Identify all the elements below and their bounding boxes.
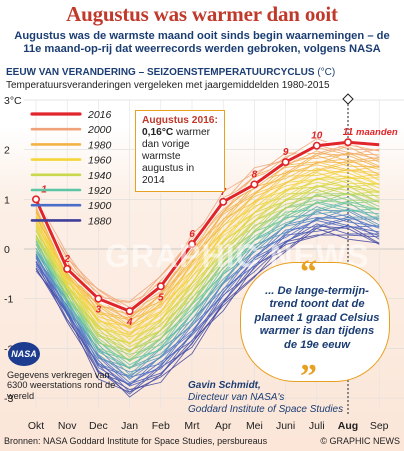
series-2016-point	[219, 197, 228, 206]
quote-open-icon: “	[300, 254, 317, 291]
nasa-logo: NASA	[8, 342, 40, 366]
page-title: Augustus was warmer dan ooit	[66, 2, 338, 26]
y-tick-label: 3°C	[4, 95, 22, 107]
series-2016-line	[34, 140, 380, 313]
series-2016-label: 4	[126, 317, 133, 328]
series-2016: 1234567891011maanden	[31, 127, 398, 328]
series-2016-label: 5	[158, 292, 164, 303]
x-tick-label: Sep	[370, 420, 389, 432]
y-tick-label: -3	[4, 393, 13, 405]
series-2016-label: 10	[311, 131, 323, 142]
series-2016-label: 2	[63, 254, 70, 265]
legend-label: 1880	[88, 215, 112, 227]
august-marker-diamond	[342, 93, 354, 105]
historical-line	[35, 138, 380, 302]
quote-text: ... De lange-termijn-trend toont dat de …	[254, 285, 380, 351]
x-tick-label: Dec	[89, 420, 108, 432]
page-subtitle: Augustus was de warmste maand ooit sinds…	[14, 30, 390, 55]
legend-label: 1920	[88, 185, 112, 197]
series-2016-label: 8	[252, 169, 258, 180]
series-2016-point	[250, 180, 259, 189]
y-tick-label: -1	[4, 294, 13, 306]
historical-line	[35, 184, 380, 348]
footer-sources: Bronnen: NASA Goddard Institute for Spac…	[4, 436, 268, 446]
footer-credit: © GRAPHIC NEWS	[320, 436, 400, 446]
series-2016-point	[281, 158, 290, 167]
historical-line	[35, 179, 380, 353]
x-tick-label: Feb	[152, 420, 170, 432]
legend-label: 1940	[88, 170, 112, 182]
series-2016-label: 9	[283, 147, 289, 158]
footer: Bronnen: NASA Goddard Institute for Spac…	[4, 436, 400, 446]
legend-label: 1900	[88, 200, 112, 212]
series-2016-suffix: maanden	[356, 127, 398, 138]
x-tick-label: Nov	[58, 420, 77, 432]
historical-line	[35, 201, 380, 376]
author-name: Gavin Schmidt,	[188, 380, 261, 391]
section-heading: EEUW VAN VERANDERING – SEIZOENSTEMPERATU…	[6, 67, 335, 78]
author-role-1: Directeur van NASA's	[188, 392, 285, 403]
section-description: Temperatuursveranderingen vergeleken met…	[6, 80, 330, 91]
series-2016-point	[156, 282, 165, 291]
quote-author: Gavin Schmidt, Directeur van NASA's Godd…	[188, 380, 343, 416]
y-tick-label: 2	[4, 145, 10, 157]
x-tick-label: Apr	[215, 420, 232, 432]
historical-line	[35, 145, 380, 318]
x-tick-label: Juli	[309, 420, 325, 432]
historical-line	[35, 161, 380, 328]
x-tick-label: Jan	[121, 420, 138, 432]
quote-bubble	[240, 262, 390, 382]
callout-heading: Augustus 2016:	[142, 115, 218, 126]
historical-line	[35, 218, 380, 393]
historical-line	[35, 162, 380, 336]
callout-value: 0,16°C	[142, 127, 174, 138]
series-2016-label: 7	[220, 187, 226, 198]
y-tick-label: 0	[4, 244, 10, 256]
series-2016-point	[125, 307, 134, 316]
series-2016-label: 3	[96, 305, 102, 316]
series-2016-point	[31, 195, 40, 204]
x-tick-label: Okt	[28, 420, 44, 432]
series-2016-label: 11	[343, 127, 354, 138]
legend-label: 1980	[88, 139, 112, 151]
x-tick-label: Aug	[338, 420, 358, 432]
series-2016-point	[312, 141, 321, 150]
callout-text: warmer dan vorige warmste augustus in 20…	[142, 127, 211, 186]
callout-august-2016: Augustus 2016: 0,16°C warmer dan vorige …	[135, 110, 225, 192]
series-2016-point	[343, 138, 352, 147]
legend-label: 2016	[87, 109, 112, 121]
y-tick-label: 1	[4, 194, 10, 206]
nasa-note: Gegevens verkregen van 6300 weerstations…	[7, 370, 116, 401]
x-axis-ticks: Okt Nov Dec Jan Feb Mrt Apr Mei Juni Juli Aug Sep	[28, 420, 389, 432]
legend-label: 2000	[87, 124, 112, 136]
series-2016-point	[63, 264, 72, 273]
legend-label: 1960	[88, 155, 112, 167]
historical-lines	[35, 138, 380, 398]
author-role-2: Goddard Institute of Space Studies	[188, 404, 344, 415]
quote-close-icon: ”	[300, 358, 317, 395]
series-2016-label: 6	[189, 229, 195, 240]
historical-line	[35, 169, 380, 330]
historical-line	[35, 177, 380, 344]
x-tick-label: Mrt	[184, 420, 199, 432]
series-2016-point	[94, 294, 103, 303]
x-tick-label: Juni	[276, 420, 295, 432]
section-heading-text: EEUW VAN VERANDERING – SEIZOENSTEMPERATU…	[6, 67, 315, 78]
legend: 2016 2000 1980 1960 1940 1920 1900 1880	[30, 109, 112, 227]
x-tick-label: Mei	[246, 420, 263, 432]
section-unit: (°C)	[317, 67, 336, 78]
series-2016-point	[188, 240, 197, 249]
